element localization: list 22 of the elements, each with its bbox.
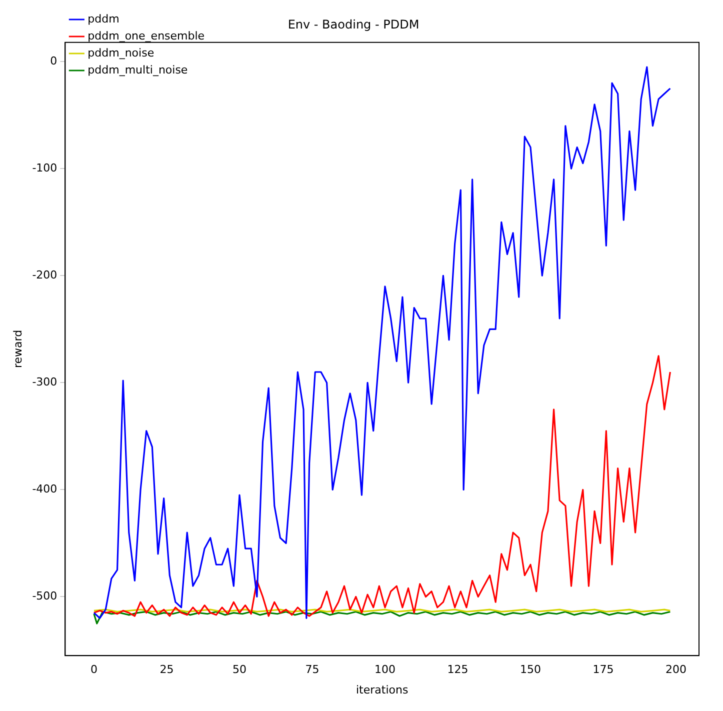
legend-label: pddm_multi_noise [88,63,188,76]
y-tick-label: -500 [32,590,58,603]
x-tick-label: 75 [305,663,320,676]
y-tick-label: -300 [32,376,58,389]
x-tick-label: 125 [447,663,468,676]
y-tick-label: -100 [32,162,58,175]
legend-label: pddm_noise [88,46,154,60]
x-tick-label: 150 [520,663,541,676]
x-tick-label: 50 [232,663,246,676]
y-axis-title: reward [11,330,24,368]
x-tick-label: 200 [666,663,687,676]
y-tick-label: 0 [50,54,58,68]
legend-label: pddm_one_ensemble [88,29,205,42]
chart-title: Env - Baoding - PDDM [288,17,420,32]
y-tick-label: -400 [32,482,58,496]
x-tick-label: 0 [90,663,98,676]
x-tick-label: 175 [592,663,614,676]
x-axis-title: iterations [356,683,408,696]
x-tick-label: 25 [160,663,174,676]
legend-label: pddm [88,12,120,26]
y-tick-label: -200 [32,268,58,282]
x-tick-label: 100 [374,663,396,676]
